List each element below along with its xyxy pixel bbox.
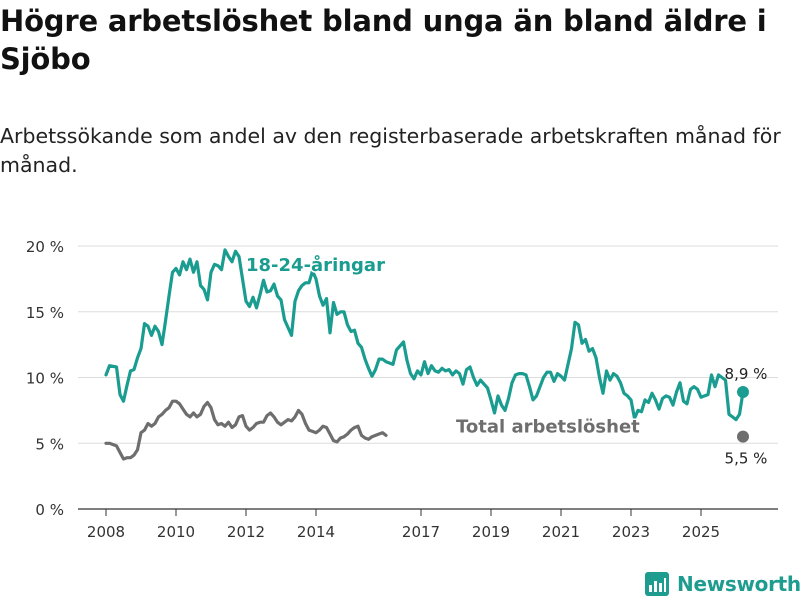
series-end-dot — [737, 385, 749, 398]
x-axis: 2008 2010 2012 2014 2017 2019 2021 2023 2025 — [87, 509, 720, 541]
x-tick-label: 2019 — [472, 523, 510, 541]
x-tick-label: 2021 — [542, 523, 580, 541]
page-subtitle: Arbetssökande som andel av den registerb… — [0, 124, 781, 177]
y-tick-label: 5 % — [35, 435, 64, 453]
y-tick-label: 0 % — [35, 501, 64, 519]
y-tick-label: 15 % — [26, 304, 64, 322]
page-title: Högre arbetslöshet bland unga än bland ä… — [0, 4, 767, 76]
x-tick-label: 2025 — [682, 523, 720, 541]
series-group — [104, 248, 749, 461]
bar-chart-icon — [645, 572, 669, 596]
series-line — [104, 248, 745, 422]
y-tick-label: 10 % — [26, 370, 64, 388]
x-tick-label: 2010 — [157, 523, 195, 541]
brand-name: Newsworthy — [677, 572, 800, 596]
y-tick-label: 20 % — [26, 238, 64, 256]
x-tick-label: 2012 — [227, 523, 265, 541]
x-tick-label: 2008 — [87, 523, 125, 541]
x-tick-label: 2017 — [402, 523, 440, 541]
series-annotation: 18-24-åringar — [246, 254, 385, 276]
x-tick-label: 2023 — [612, 523, 650, 541]
series-annotation: Total arbetslöshet — [456, 417, 640, 438]
x-tick-label: 2014 — [297, 523, 335, 541]
grid-lines — [78, 245, 778, 510]
y-axis-ticks: 0 % 5 % 10 % 15 % 20 % — [26, 238, 64, 519]
end-value-label: 5,5 % — [725, 450, 768, 468]
annotation-group: 8,9 % 5,5 % 18-24-åringar Total arbetslöshe… — [245, 252, 768, 468]
series-end-dot — [737, 430, 749, 443]
brand-logo: Newsworthy — [645, 568, 800, 600]
series-line — [104, 399, 388, 461]
end-value-label: 8,9 % — [725, 365, 768, 383]
